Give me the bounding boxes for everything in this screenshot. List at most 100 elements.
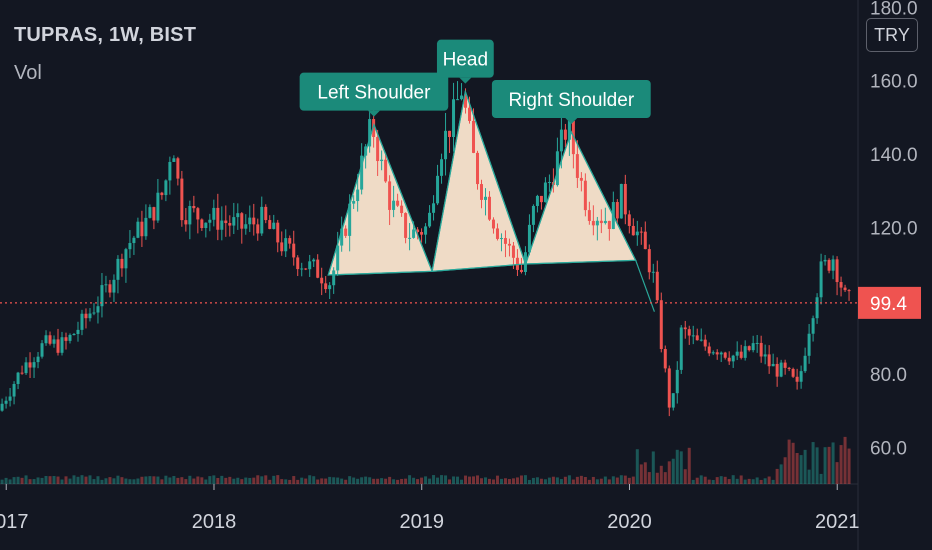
volume-bar	[84, 476, 88, 484]
candle-body	[695, 335, 699, 341]
volume-bar	[763, 478, 767, 484]
volume-bar	[503, 478, 507, 484]
volume-bar	[619, 475, 623, 484]
candle-body	[0, 403, 4, 411]
candle-body	[535, 195, 539, 206]
volume-bar	[232, 478, 236, 484]
volume-bar	[272, 475, 276, 484]
candle-body	[711, 352, 715, 354]
volume-bar	[32, 479, 36, 484]
x-tick-label: 2017	[0, 511, 28, 533]
candle-body	[24, 362, 28, 374]
candle-body	[416, 229, 420, 233]
candle-body	[815, 297, 819, 319]
volume-bar	[168, 477, 172, 484]
volume-bar	[412, 477, 416, 484]
volume-bar	[36, 477, 40, 484]
volume-bar	[647, 472, 651, 484]
candle-body	[567, 120, 571, 140]
volume-bar	[599, 478, 603, 484]
volume-bar	[332, 477, 336, 484]
volume-bar	[675, 449, 679, 484]
volume-bar	[256, 475, 260, 484]
candle-body	[256, 224, 260, 234]
candle-body	[448, 130, 452, 138]
candle-body	[292, 243, 296, 258]
volume-bar	[735, 478, 739, 484]
volume-bar	[420, 477, 424, 484]
volume-bar	[260, 476, 264, 484]
x-tick-label: 2021	[815, 511, 860, 533]
volume-bar	[172, 476, 176, 484]
volume-bar	[72, 475, 76, 484]
candle-body	[771, 363, 775, 367]
pattern-label-pointer	[459, 77, 472, 84]
pattern-label-3[interactable]: Right Shoulder	[491, 80, 651, 124]
volume-bar	[823, 447, 827, 484]
pattern-label-pointer	[367, 110, 380, 117]
volume-bar	[460, 479, 464, 484]
volume-bar	[112, 478, 116, 484]
candle-body	[272, 222, 276, 229]
x-tick-label: 2020	[607, 511, 652, 533]
volume-bar	[499, 478, 503, 484]
volume-bar	[747, 478, 751, 484]
volume-bar	[392, 479, 396, 484]
candle-body	[791, 368, 795, 377]
pattern-label-1[interactable]: Left Shoulder	[299, 72, 449, 117]
legend: TUPRAS, 1W, BIST	[14, 24, 196, 47]
volume-bar	[408, 475, 412, 484]
volume-bar	[615, 477, 619, 484]
candle-body	[372, 119, 376, 138]
candle-body	[384, 159, 388, 182]
volume-bar	[583, 476, 587, 484]
volume-bar	[691, 479, 695, 484]
candle-body	[352, 201, 356, 204]
candle-body	[607, 220, 611, 230]
volume-bar	[40, 477, 44, 484]
candle-body	[120, 258, 124, 269]
volume-bar	[204, 479, 208, 484]
candle-body	[743, 346, 747, 358]
candle-body	[280, 242, 284, 252]
candle-body	[116, 258, 120, 280]
volume-bar	[132, 479, 136, 484]
candle-body	[192, 205, 196, 209]
candle-body	[32, 362, 36, 368]
volume-bar	[507, 479, 511, 484]
volume-bar	[679, 451, 683, 484]
volume-bar	[567, 475, 571, 484]
candle-body	[172, 158, 176, 162]
volume-bar	[344, 479, 348, 484]
volume-bar	[432, 475, 436, 484]
volume-bar	[264, 475, 268, 484]
candle-body	[460, 95, 464, 100]
volume-bar	[288, 479, 292, 484]
volume-bar	[651, 451, 655, 484]
pattern-label-2[interactable]: Head	[436, 39, 494, 84]
volume-bar	[727, 479, 731, 484]
candle-body	[196, 208, 200, 220]
currency-button[interactable]: TRY	[866, 18, 918, 52]
volume-bar	[400, 478, 404, 484]
candle-body	[428, 212, 432, 227]
volume-bar	[715, 477, 719, 484]
candle-body	[56, 339, 60, 353]
volume-label: Vol	[14, 62, 42, 84]
volume-bar	[775, 468, 779, 484]
candle-body	[156, 192, 160, 221]
volume-bar	[8, 479, 12, 484]
candle-body	[68, 334, 72, 341]
candle-body	[76, 329, 80, 335]
pattern-outline-3	[524, 130, 637, 265]
volume-bar	[719, 476, 723, 484]
volume-bar	[156, 476, 160, 484]
volume-bar	[807, 469, 811, 484]
volume-bar	[0, 479, 4, 484]
candle-body	[579, 177, 583, 181]
volume-bar	[623, 475, 627, 484]
candle-body	[651, 271, 655, 273]
current-price-label: 99.4	[870, 294, 907, 315]
volume-bar	[184, 479, 188, 484]
